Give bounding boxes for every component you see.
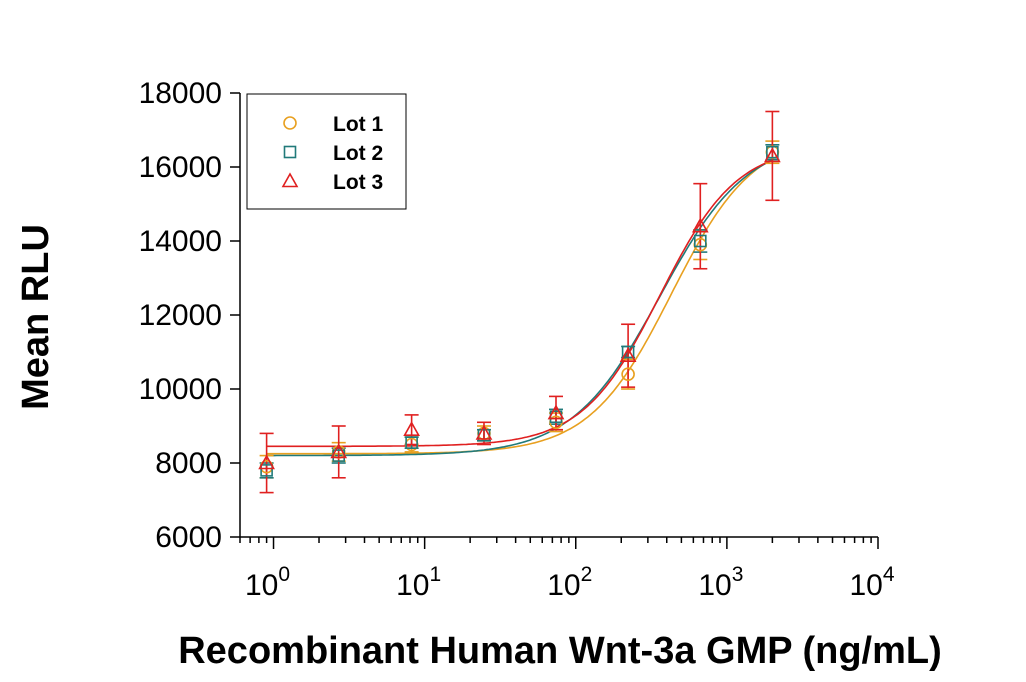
- legend-marker-triangle: [281, 172, 299, 188]
- y-tick-label: 6000: [155, 521, 222, 554]
- data-point-triangle: [764, 147, 781, 163]
- fit-curve: [266, 159, 773, 448]
- data-point-triangle: [403, 421, 420, 437]
- x-tick-exponent: 3: [732, 563, 744, 586]
- x-tick-label: 100: [245, 563, 290, 602]
- data-point-square: [766, 145, 779, 159]
- x-tick-base: 10: [245, 569, 278, 602]
- x-tick-exponent: 2: [581, 563, 593, 586]
- x-tick-label: 102: [547, 563, 592, 602]
- data-point-square: [405, 436, 418, 449]
- data-point-triangle: [691, 217, 709, 233]
- x-tick-exponent: 4: [883, 563, 895, 586]
- x-tick-exponent: 0: [278, 563, 290, 586]
- legend-box: [246, 93, 407, 210]
- x-tick-exponent: 1: [429, 563, 441, 586]
- data-point-square: [260, 464, 273, 477]
- data-point-triangle: [258, 454, 275, 470]
- data-point-triangle: [619, 347, 637, 363]
- x-ticks: 100 101 102 103 104: [239, 537, 895, 602]
- x-axis-title: Recombinant Human Wnt-3a GMP (ng/mL): [178, 630, 942, 672]
- data-point-triangle: [547, 404, 565, 420]
- x-tick-label: 104: [849, 563, 894, 602]
- y-ticks: 6000 8000 10000 12000 14000 16000 18000: [139, 77, 240, 554]
- fit-curves: [266, 158, 773, 457]
- x-tick-base: 10: [396, 569, 429, 602]
- fit-curve: [266, 158, 773, 455]
- data-point-triangle: [475, 424, 493, 440]
- y-tick-label: 16000: [139, 151, 222, 184]
- x-tick-base: 10: [547, 569, 580, 602]
- x-tick-label: 101: [396, 563, 441, 602]
- data-point-circle: [621, 367, 635, 382]
- y-tick-label: 10000: [139, 373, 222, 406]
- fit-curve: [266, 159, 773, 457]
- data-markers: [258, 145, 781, 477]
- y-axis-title: Mean RLU: [15, 224, 57, 410]
- legend-label: Lot 3: [333, 171, 383, 194]
- data-point-square: [694, 234, 707, 248]
- legend-marker-circle: [283, 116, 297, 130]
- y-tick-label: 14000: [139, 225, 222, 258]
- legend-label: Lot 1: [333, 113, 383, 136]
- x-tick-base: 10: [849, 569, 882, 602]
- data-point-square: [621, 345, 635, 359]
- legend-marker-square: [283, 145, 297, 159]
- y-tick-label: 8000: [155, 447, 222, 480]
- y-tick-label: 12000: [139, 299, 222, 332]
- x-tick-base: 10: [698, 569, 731, 602]
- x-tick-label: 103: [698, 563, 743, 602]
- legend-label: Lot 2: [333, 142, 383, 165]
- legend: Lot 1 Lot 2 Lot 3: [246, 93, 407, 210]
- data-point-triangle: [330, 443, 348, 459]
- y-tick-label: 18000: [139, 77, 222, 110]
